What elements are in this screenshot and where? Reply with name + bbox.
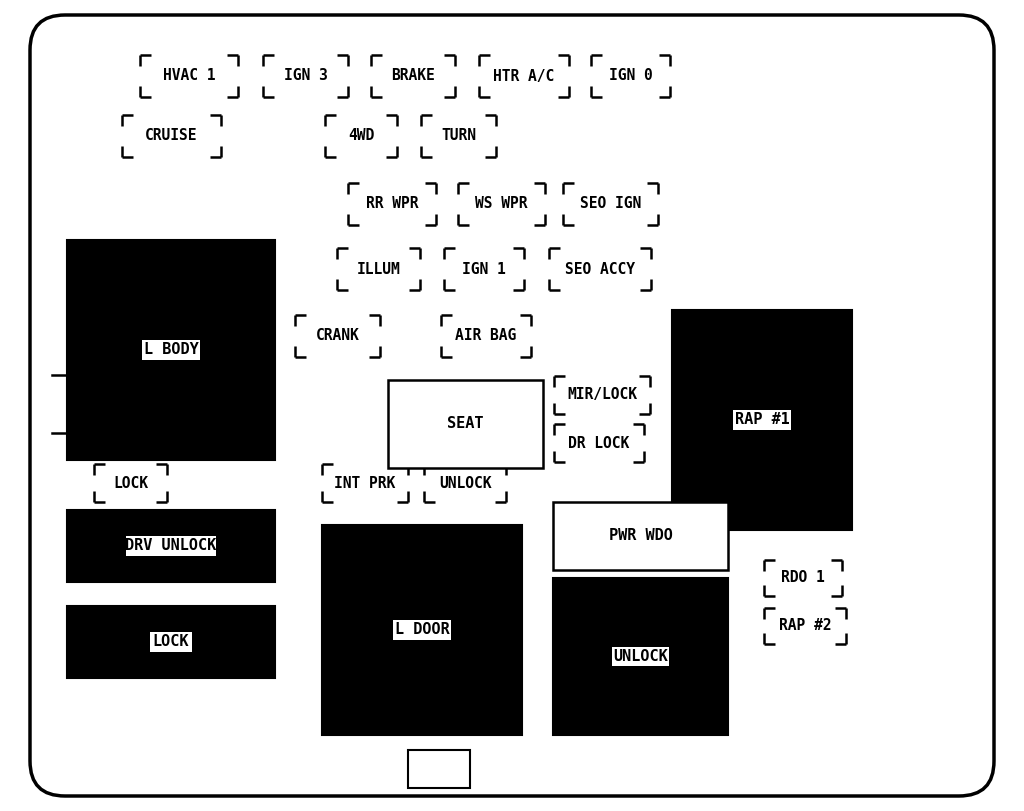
Text: WS WPR: WS WPR <box>475 196 527 212</box>
Bar <box>322 525 522 735</box>
Text: IGN 1: IGN 1 <box>462 261 506 277</box>
Text: 4WD: 4WD <box>348 128 374 144</box>
Text: ILLUM: ILLUM <box>356 261 400 277</box>
Bar <box>151 633 191 652</box>
Bar <box>733 410 791 430</box>
FancyBboxPatch shape <box>30 15 994 796</box>
Text: RAP #2: RAP #2 <box>778 619 831 633</box>
Bar <box>67 240 275 460</box>
Bar <box>142 341 200 360</box>
Text: CRANK: CRANK <box>315 328 359 344</box>
Text: MIR/LOCK: MIR/LOCK <box>567 388 637 402</box>
Text: CRUISE: CRUISE <box>145 128 198 144</box>
Text: RR WPR: RR WPR <box>366 196 418 212</box>
Text: AIR BAG: AIR BAG <box>456 328 517 344</box>
Text: HVAC 1: HVAC 1 <box>163 68 215 84</box>
Bar <box>611 647 670 666</box>
Text: BRAKE: BRAKE <box>391 68 435 84</box>
Text: L DOOR: L DOOR <box>394 623 450 637</box>
Text: SEO IGN: SEO IGN <box>580 196 641 212</box>
Bar <box>393 620 451 640</box>
Text: IGN 3: IGN 3 <box>284 68 328 84</box>
Text: LOCK: LOCK <box>153 634 189 650</box>
Text: SEAT: SEAT <box>447 417 483 431</box>
Bar <box>388 380 543 468</box>
Bar <box>408 750 470 788</box>
Text: PWR WDO: PWR WDO <box>608 529 673 543</box>
Text: UNLOCK: UNLOCK <box>438 475 492 491</box>
Bar <box>67 606 275 678</box>
Text: DR LOCK: DR LOCK <box>568 436 630 450</box>
Text: UNLOCK: UNLOCK <box>613 649 668 664</box>
Text: DRV UNLOCK: DRV UNLOCK <box>125 539 217 553</box>
Text: IGN 0: IGN 0 <box>608 68 652 84</box>
Text: RAP #1: RAP #1 <box>734 413 790 427</box>
Text: TURN: TURN <box>441 128 476 144</box>
Bar <box>553 502 728 570</box>
Text: INT PRK: INT PRK <box>335 475 395 491</box>
Bar <box>67 510 275 582</box>
Bar <box>672 310 852 530</box>
Text: L BODY: L BODY <box>143 342 199 358</box>
Text: LOCK: LOCK <box>113 475 148 491</box>
Text: SEO ACCY: SEO ACCY <box>565 261 635 277</box>
Text: RDO 1: RDO 1 <box>781 570 825 586</box>
Bar <box>126 536 216 556</box>
Text: HTR A/C: HTR A/C <box>494 68 555 84</box>
Bar <box>553 578 728 735</box>
